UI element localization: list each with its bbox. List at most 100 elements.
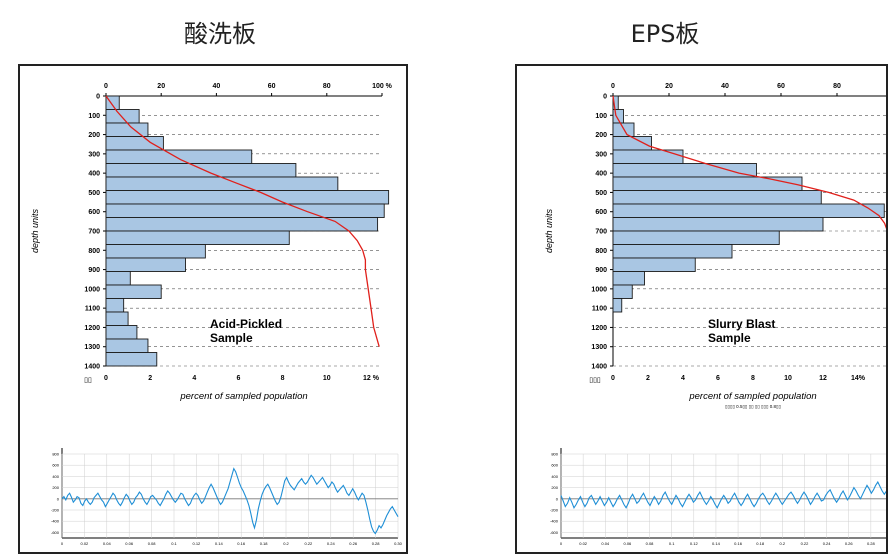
depth-tick-label: 700 — [88, 229, 100, 236]
profile-line — [61, 467, 399, 535]
profile-x-tick-label: 0 — [560, 541, 563, 546]
chart-eps: 0204060801000100200300400500600700800900… — [544, 83, 888, 546]
depth-tick-label: 0 — [603, 94, 607, 101]
x-axis-subnote: ▯▯▯▯ 0.5▯▯ ▯▯ ▯▯ ▯▯▯ 0.8▯▯ — [725, 404, 781, 409]
profile-x-tick-label: 0.28 — [867, 541, 876, 546]
profile-x-tick-label: 0.22 — [801, 541, 810, 546]
bottom-tick-label: 4 — [681, 375, 685, 382]
profile-x-tick-label: 0.02 — [579, 541, 588, 546]
bottom-tick-label: 6 — [716, 375, 720, 382]
histogram-bar — [105, 257, 186, 272]
histogram-bar — [612, 217, 824, 232]
profile-x-tick-label: 0.08 — [148, 541, 157, 546]
histogram-bar — [612, 136, 652, 151]
depth-tick-label: 300 — [595, 151, 607, 158]
bottom-tick-label: 2 — [646, 375, 650, 382]
depth-tick-label: 1100 — [592, 306, 607, 313]
title-eps: EPS板 — [630, 20, 700, 48]
histogram-bar — [105, 284, 162, 299]
profile-y-tick-label: 800 — [551, 452, 558, 457]
depth-tick-label: 600 — [88, 209, 100, 216]
top-tick-label: 60 — [268, 83, 276, 90]
profile-y-tick-label: -600 — [550, 530, 559, 535]
profile-y-tick-label: 0 — [556, 496, 559, 501]
profile-x-tick-label: 0.16 — [237, 541, 246, 546]
histogram-bar — [105, 352, 158, 367]
bottom-tick-label: 8 — [281, 375, 285, 382]
top-tick-label: 20 — [665, 83, 673, 90]
depth-tick-label: 100 — [595, 113, 607, 120]
profile-x-tick-label: 0.04 — [103, 541, 112, 546]
histogram-bar — [105, 230, 290, 245]
histogram-bar — [612, 176, 803, 191]
profile-x-tick-label: 0.02 — [81, 541, 90, 546]
histogram-bar — [105, 163, 297, 178]
profile-y-tick-label: -400 — [550, 519, 559, 524]
histogram-bar — [105, 176, 339, 191]
panel-eps: 0204060801000100200300400500600700800900… — [515, 64, 888, 554]
profile-y-tick-label: 200 — [52, 485, 59, 490]
profile-y-tick-label: -200 — [51, 508, 60, 513]
profile-x-tick-label: 0.30 — [394, 541, 403, 546]
profile-x-tick-label: 0.06 — [624, 541, 633, 546]
histogram-bar — [612, 271, 645, 286]
depth-tick-label: 1300 — [84, 344, 100, 351]
bottom-tick-label: 6 — [237, 375, 241, 382]
profile-y-tick-label: 400 — [52, 474, 59, 479]
bottom-unit-label: ▯▯ — [84, 377, 92, 384]
profile-x-tick-label: 0 — [61, 541, 64, 546]
histogram-bar — [105, 325, 138, 340]
depth-tick-label: 1000 — [591, 286, 607, 293]
y-axis-label: depth units — [544, 208, 554, 253]
histogram-bar — [105, 217, 379, 232]
profile-x-tick-label: 0.1 — [171, 541, 177, 546]
depth-tick-label: 1400 — [591, 364, 607, 371]
y-axis-label: depth units — [30, 208, 40, 253]
histogram-bar — [105, 122, 149, 137]
depth-tick-label: 700 — [595, 229, 607, 236]
depth-tick-label: 200 — [595, 132, 607, 139]
profile-line — [560, 480, 888, 509]
profile-x-tick-label: 0.12 — [193, 541, 202, 546]
profile-x-tick-label: 0.22 — [305, 541, 314, 546]
bottom-tick-label: 0 — [104, 375, 108, 382]
top-tick-label: 60 — [777, 83, 785, 90]
histogram-bar — [612, 190, 822, 205]
profile-x-tick-label: 0.2 — [780, 541, 786, 546]
histogram-bar — [105, 271, 131, 286]
profile-x-tick-label: 0.12 — [690, 541, 699, 546]
bottom-tick-label: 10 — [784, 375, 792, 382]
sample-annotation-line-2: Sample — [210, 331, 253, 345]
histogram-bar — [105, 190, 390, 205]
bottom-tick-label: 0 — [611, 375, 615, 382]
histogram-bar — [105, 109, 140, 124]
profile-y-tick-label: 600 — [551, 463, 558, 468]
profile-y-tick-label: 400 — [551, 474, 558, 479]
cumulative-curve — [612, 95, 888, 232]
bottom-tick-label: 12 % — [363, 375, 380, 382]
bottom-tick-label: 14% — [851, 375, 866, 382]
depth-tick-label: 400 — [88, 171, 100, 178]
profile-x-tick-label: 0.24 — [327, 541, 336, 546]
x-axis-label: percent of sampled population — [179, 391, 307, 402]
top-tick-label: 100 % — [372, 83, 393, 90]
top-tick-label: 0 — [611, 83, 615, 90]
top-tick-label: 40 — [721, 83, 729, 90]
depth-tick-label: 200 — [88, 132, 100, 139]
bottom-unit-label: ▯▯▯ — [589, 377, 601, 384]
depth-tick-label: 1200 — [84, 325, 100, 332]
profile-x-tick-label: 0.28 — [372, 541, 381, 546]
depth-tick-label: 400 — [595, 171, 607, 178]
profile-x-tick-label: 0.26 — [349, 541, 358, 546]
bottom-tick-label: 12 — [819, 375, 827, 382]
profile-y-tick-label: -200 — [550, 508, 559, 513]
profile-y-tick-label: 200 — [551, 485, 558, 490]
depth-tick-label: 1400 — [84, 364, 100, 371]
histogram-bar — [105, 136, 164, 151]
histogram-bar — [612, 257, 696, 272]
profile-y-tick-label: 0 — [57, 496, 60, 501]
profile-x-tick-label: 0.18 — [756, 541, 765, 546]
histogram-bar — [105, 203, 385, 218]
top-tick-label: 40 — [213, 83, 221, 90]
histogram-bar — [612, 203, 885, 218]
